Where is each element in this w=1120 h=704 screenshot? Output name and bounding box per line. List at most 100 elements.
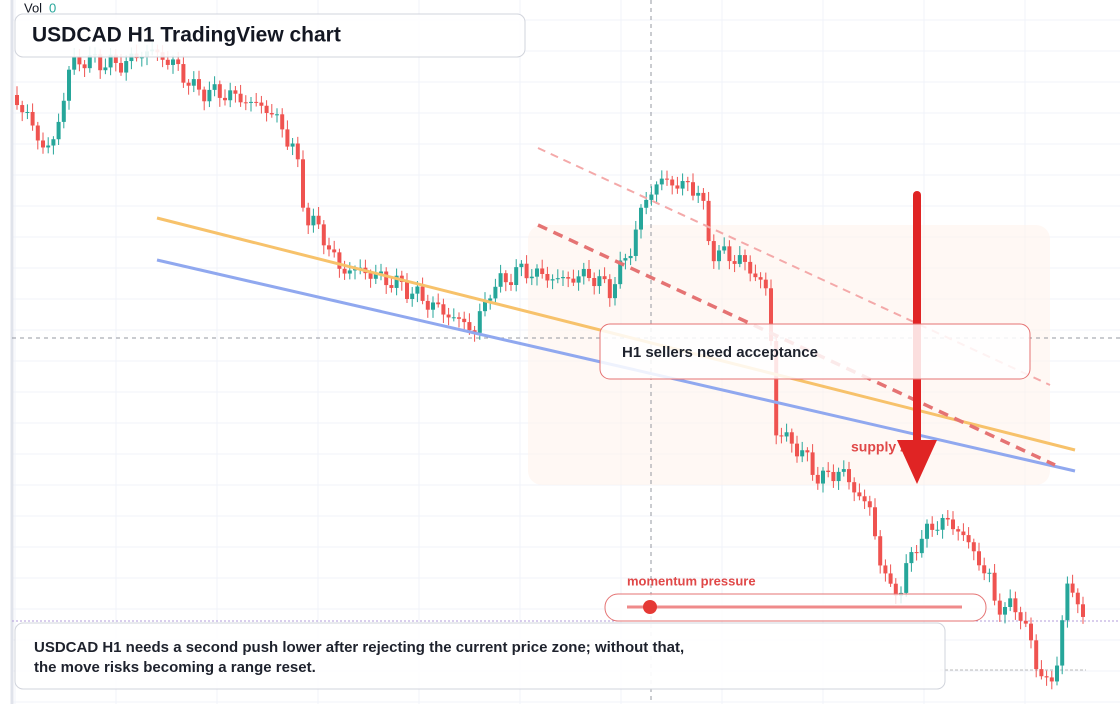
candle-body	[368, 273, 373, 279]
candle-body	[493, 286, 498, 299]
candle-body	[1029, 623, 1033, 641]
candle-body	[503, 273, 508, 283]
candle-body	[217, 84, 222, 98]
candle-body	[997, 600, 1002, 615]
candle-body	[862, 496, 867, 502]
candle-body	[212, 84, 217, 90]
candle-body	[914, 552, 919, 554]
candle-body	[488, 298, 493, 301]
candle-body	[457, 317, 461, 319]
candle-body	[748, 261, 753, 274]
candle-body	[524, 263, 529, 279]
candle-body	[613, 284, 617, 299]
candle-body	[961, 531, 966, 536]
candle-body	[405, 282, 409, 300]
candle-body	[87, 55, 92, 69]
candle-body	[623, 258, 628, 261]
arrow-head	[897, 440, 937, 484]
candle-body	[992, 572, 997, 601]
candle-body	[124, 61, 129, 73]
candle-body	[285, 129, 290, 147]
candle-body	[82, 64, 87, 69]
candle-body	[529, 276, 534, 279]
candle-body	[831, 472, 836, 482]
candle-body	[633, 229, 638, 256]
candle-body	[425, 300, 430, 310]
candle-body	[1070, 583, 1075, 593]
candle-body	[1023, 620, 1028, 624]
candle-body	[441, 304, 446, 315]
candle-body	[77, 56, 82, 65]
candle-body	[888, 573, 893, 584]
candle-body	[1039, 669, 1044, 677]
candle-body	[139, 57, 144, 59]
candle-body	[254, 101, 259, 103]
candle-body	[1055, 665, 1059, 682]
candle-body	[35, 125, 40, 141]
candle-body	[223, 97, 227, 101]
candle-body	[228, 90, 233, 101]
candle-body	[243, 102, 248, 104]
candle-body	[1081, 604, 1085, 617]
candle-body	[795, 443, 799, 457]
candle-body	[805, 450, 810, 453]
candle-body	[540, 268, 545, 275]
candle-body	[852, 482, 857, 493]
candle-body	[191, 79, 196, 86]
candle-body	[717, 250, 721, 262]
candle-body	[1044, 676, 1049, 678]
candle-body	[98, 54, 103, 71]
candle-body	[763, 279, 768, 289]
caption-line: USDCAD H1 needs a second push lower afte…	[34, 639, 684, 656]
candle-body	[675, 185, 680, 189]
candle-body	[561, 277, 565, 279]
candle-body	[394, 275, 399, 288]
candle-body	[1013, 598, 1018, 613]
candle-body	[103, 67, 108, 71]
candle-body	[462, 318, 467, 323]
candle-body	[665, 178, 669, 180]
candle-body	[202, 89, 207, 102]
candle-body	[878, 536, 883, 566]
candle-body	[618, 260, 623, 285]
candle-body	[971, 542, 976, 552]
candle-body	[249, 101, 253, 103]
candle-body	[826, 470, 831, 473]
candle-body	[519, 263, 524, 268]
candle-body	[774, 341, 779, 436]
candle-body	[706, 200, 711, 242]
candle-body	[30, 111, 35, 126]
candle-body	[592, 277, 597, 287]
candle-body	[722, 246, 727, 251]
candle-body	[384, 271, 389, 286]
candle-body	[431, 302, 435, 310]
caption-box	[14, 622, 946, 690]
candle-body	[1060, 620, 1065, 666]
candle-body	[389, 285, 394, 288]
candle-body	[321, 224, 326, 246]
candle-body	[732, 261, 737, 264]
candle-body	[867, 501, 872, 508]
candle-body	[545, 274, 550, 281]
candle-body	[945, 517, 950, 520]
candle-body	[800, 450, 805, 457]
candle-body	[810, 452, 815, 475]
candle-body	[233, 90, 238, 94]
candle-body	[119, 62, 123, 73]
candle-body	[789, 432, 794, 444]
candle-body	[295, 143, 300, 160]
candle-body	[467, 322, 472, 331]
candle-body	[691, 182, 695, 196]
candle-body	[982, 565, 987, 574]
candle-body	[41, 140, 45, 148]
candle-body	[654, 184, 659, 195]
candle-body	[680, 181, 685, 189]
candle-body	[576, 276, 581, 283]
candle-body	[483, 300, 487, 312]
candle-body	[67, 69, 71, 101]
candle-body	[987, 572, 992, 574]
candle-body	[509, 282, 513, 286]
candle-body	[904, 563, 909, 593]
